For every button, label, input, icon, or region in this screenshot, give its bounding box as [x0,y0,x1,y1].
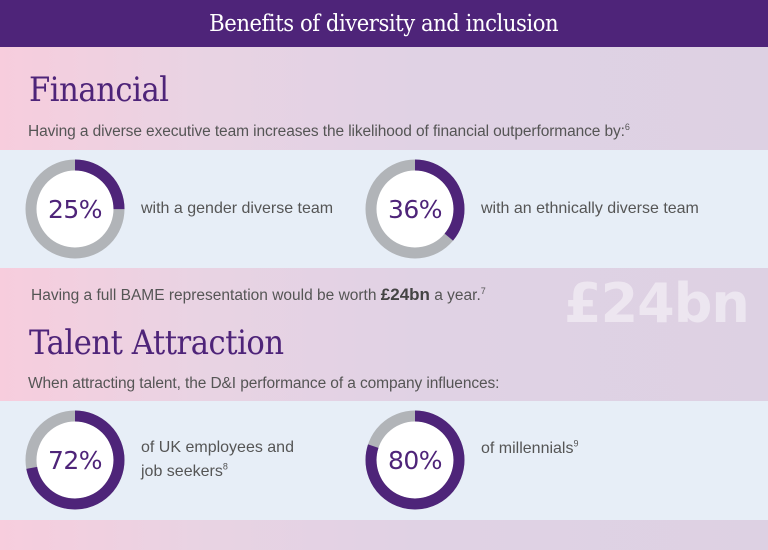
financial-intro-text: Having a diverse executive team increase… [28,123,625,140]
footnote-ref: 6 [624,121,630,132]
stat-value: 72% [47,445,103,475]
financial-intro: Having a diverse executive team increase… [28,121,630,141]
stat-value: 36% [387,194,443,224]
donut-ring-icon [25,410,125,510]
donut-chart: 25% [25,159,125,259]
footnote-ref: 7 [480,285,486,296]
talent-stats-band: 72% of UK employees and job seekers8 80%… [0,401,768,520]
donut-chart: 80% [365,410,465,510]
donut-ring-icon [25,159,125,259]
donut-chart: 36% [365,159,465,259]
stat-label: of UK employees and job seekers8 [141,436,294,484]
footnote-ref: 8 [222,461,228,472]
stat-gender-diverse: 25% with a gender diverse team [25,159,333,259]
donut-ring-icon [365,410,465,510]
page-title: Benefits of diversity and inclusion [209,10,559,37]
stat-label: of millennials9 [481,437,579,461]
page-header: Benefits of diversity and inclusion [0,0,768,47]
bame-statement: Having a full BAME representation would … [31,285,486,305]
bame-suffix: a year. [429,287,481,304]
bame-watermark: £24bn [564,272,750,335]
stat-value: 25% [47,194,103,224]
footnote-ref: 9 [573,438,579,449]
stat-label: with a gender diverse team [141,200,334,217]
donut-chart: 72% [25,410,125,510]
stat-millennials: 80% of millennials9 [365,410,579,510]
section-title-talent: Talent Attraction [29,323,284,363]
stat-label-line: job seekers8 [141,460,294,484]
donut-ring-icon [365,159,465,259]
financial-stats-band: 25% with a gender diverse team 36% with … [0,150,768,268]
bame-prefix: Having a full BAME representation would … [31,287,381,304]
stat-label-text: of millennials [481,440,574,457]
stat-uk-employees: 72% of UK employees and job seekers8 [25,410,294,510]
bame-amount: £24bn [380,285,430,304]
stat-label-text: job seekers [141,463,223,480]
talent-intro: When attracting talent, the D&I performa… [28,375,500,392]
stat-label-line: of UK employees and [141,439,294,456]
stat-label: with an ethnically diverse team [481,200,699,217]
section-title-financial: Financial [29,70,169,110]
stat-value: 80% [387,445,443,475]
stat-ethnically-diverse: 36% with an ethnically diverse team [365,159,699,259]
